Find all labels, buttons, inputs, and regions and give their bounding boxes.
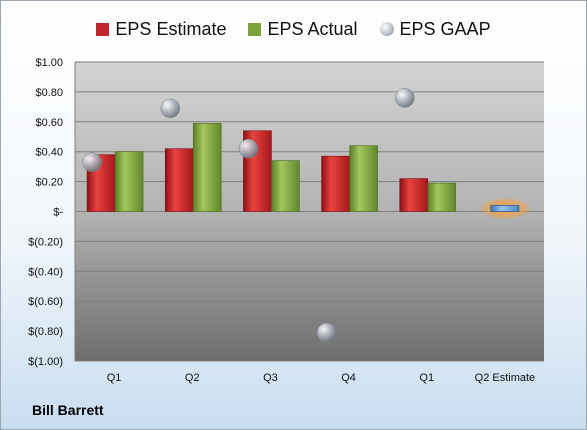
legend-item-eps-estimate: EPS Estimate (96, 19, 226, 40)
y-tick-label: $0.20 (35, 177, 63, 189)
eps-gaap-point (316, 322, 337, 343)
y-tick-label: $(0.80) (28, 326, 63, 338)
y-tick-label: $0.40 (35, 147, 63, 159)
y-tick-label: $0.60 (35, 117, 63, 129)
eps-gaap-point (160, 98, 180, 119)
y-tick-label: $- (53, 207, 63, 219)
x-axis: Q1 Q2 Q3 Q4 Q1 Q2 Estimate (107, 372, 535, 384)
q2-estimate-bar (490, 205, 520, 212)
y-tick-label: $1.00 (35, 57, 63, 69)
x-tick-label: Q2 Estimate (475, 372, 536, 384)
legend: EPS Estimate EPS Actual EPS GAAP (0, 14, 587, 44)
eps-gaap-point (238, 138, 259, 159)
legend-swatch-eps-estimate (96, 22, 110, 36)
eps-actual-bar (349, 145, 378, 212)
gaap-points (82, 88, 415, 343)
legend-item-eps-gaap: EPS GAAP (379, 18, 491, 40)
eps-actual-bar (271, 160, 300, 212)
x-tick-label: Q2 (185, 372, 200, 384)
x-tick-label: Q3 (263, 372, 278, 384)
eps-actual-bar (192, 122, 222, 212)
x-tick-label: Q1 (107, 372, 122, 384)
legend-item-eps-actual: EPS Actual (248, 18, 358, 40)
company-name: Bill Barrett (32, 402, 104, 418)
y-tick-label: $(0.40) (28, 266, 63, 278)
eps-actual-bar (427, 182, 457, 212)
eps-actual-bar (114, 151, 144, 212)
eps-estimate-bar (399, 178, 429, 212)
eps-gaap-point (395, 88, 415, 108)
legend-label-eps-actual: EPS Actual (267, 18, 358, 39)
legend-label-eps-gaap: EPS GAAP (399, 18, 491, 39)
eps-estimate-bar (321, 155, 350, 212)
y-tick-label: $(0.20) (28, 236, 63, 248)
legend-swatch-eps-actual (248, 22, 262, 36)
legend-swatch-eps-gaap (379, 22, 394, 36)
eps-gaap-point (82, 152, 102, 172)
y-tick-label: $(0.60) (28, 296, 63, 308)
gridlines (75, 61, 544, 362)
x-tick-label: Q4 (341, 372, 356, 384)
y-tick-label: $0.80 (35, 87, 63, 99)
legend-label-eps-estimate: EPS Estimate (115, 18, 227, 39)
eps-estimate-bar (164, 148, 194, 212)
x-tick-label: Q1 (419, 372, 434, 384)
y-tick-label: $(1.00) (28, 356, 63, 368)
y-axis: $1.00 $0.80 $0.60 $0.40 $0.20 $- $(0.20) $(0.40… (28, 57, 76, 368)
